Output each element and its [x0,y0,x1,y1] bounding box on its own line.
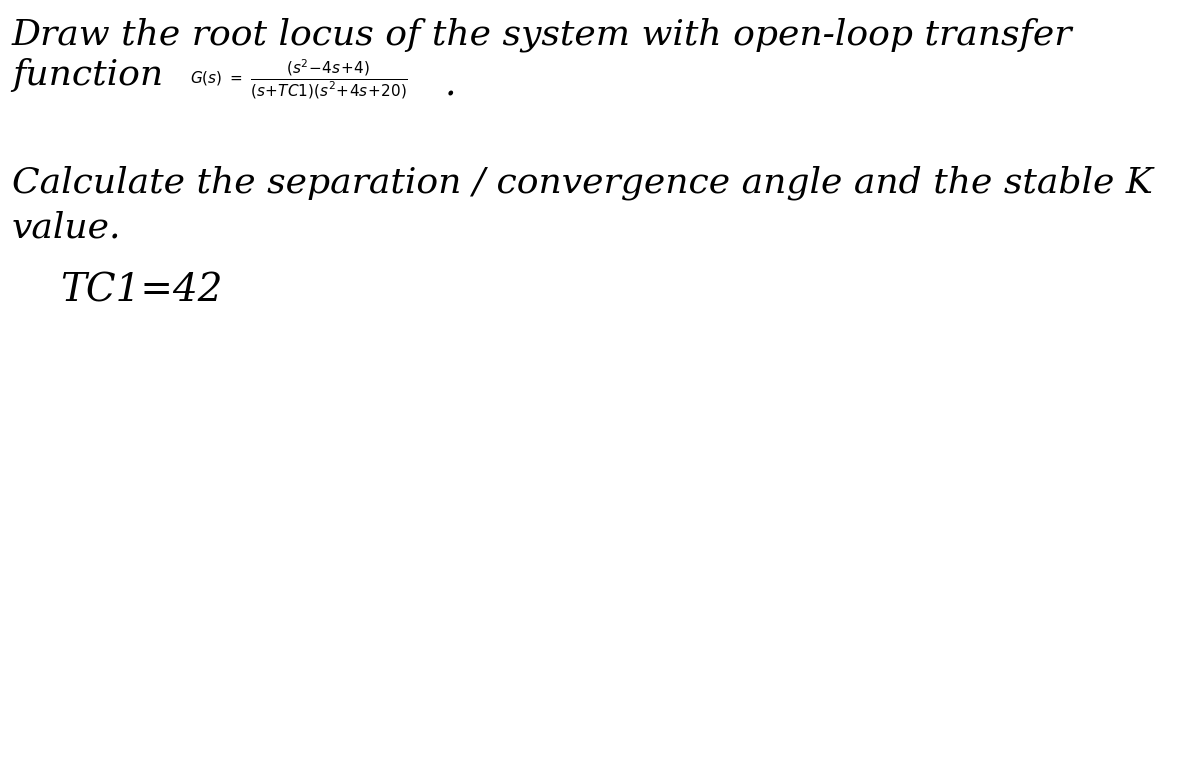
Text: Draw the root locus of the system with open-loop transfer: Draw the root locus of the system with o… [12,18,1073,53]
Text: TC1=42: TC1=42 [60,272,222,309]
Text: .: . [445,68,456,102]
Text: function: function [12,58,163,92]
Text: Calculate the separation / convergence angle and the stable K: Calculate the separation / convergence a… [12,165,1153,199]
Text: $\mathit{G}(\mathit{s})\ =\ \dfrac{(s^2\!-\!4s\!+\!4)}{(s\!+\!TC1)(s^2\!+\!4s\!+: $\mathit{G}(\mathit{s})\ =\ \dfrac{(s^2\… [190,58,408,101]
Text: value.: value. [12,210,121,244]
